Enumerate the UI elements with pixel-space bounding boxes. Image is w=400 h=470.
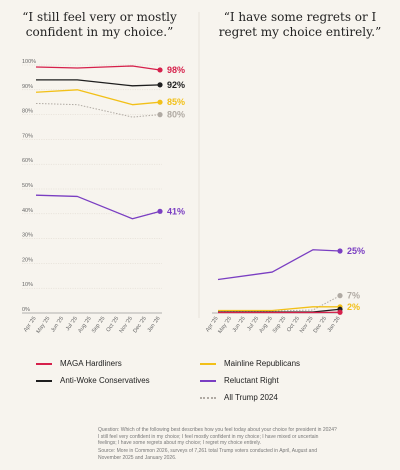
series-end-point-maga-hardliners: [157, 67, 163, 73]
x-tick-label: Dec '25: [132, 316, 148, 335]
end-label-reluctant-right: 25%: [347, 246, 365, 256]
y-tick-label: 100%: [22, 59, 36, 65]
end-label-anti-woke-conservatives: 92%: [167, 80, 185, 90]
footnote-source: Source: More in Common 2026, surveys of …: [98, 448, 318, 461]
left-panel-title: “I still feel very or mostly confident i…: [22, 10, 177, 39]
series-line-mainline-republicans: [35, 89, 161, 106]
legend-item-mainline-republicans: Mainline Republicans: [200, 359, 300, 368]
legend-label: Mainline Republicans: [224, 359, 301, 368]
x-tick-label: May '25: [36, 316, 52, 335]
x-tick-label: Dec '25: [313, 316, 329, 335]
x-tick-label: Sep '25: [272, 316, 288, 335]
y-tick-label: 60%: [22, 158, 33, 164]
y-tick-label: 10%: [22, 282, 33, 288]
series-end-point-reluctant-right: [337, 248, 343, 254]
series-line-maga-hardliners: [35, 65, 161, 71]
footnote-question: Question: Which of the following best de…: [98, 427, 337, 446]
legend-item-reluctant-right: Reluctant Right: [200, 376, 279, 385]
y-tick-label: 80%: [22, 109, 33, 115]
series-end-point-all-trump-2024: [157, 112, 163, 118]
legend-item-anti-woke-conservatives: Anti-Woke Conservatives: [36, 376, 150, 385]
y-tick-label: 50%: [22, 183, 33, 189]
end-label-maga-hardliners: 98%: [167, 65, 185, 75]
x-tick-label: Jun '25: [50, 316, 65, 334]
series-end-point-anti-woke-conservatives: [157, 82, 163, 88]
end-label-all-trump-2024: 80%: [167, 110, 185, 120]
end-label-reluctant-right: 41%: [167, 206, 185, 216]
right-panel-title: “I have some regrets or I regret my choi…: [218, 10, 382, 39]
legend-swatch: [200, 379, 216, 382]
end-label-mainline-republicans: 2%: [347, 302, 360, 312]
series-end-point-all-trump-2024: [337, 293, 343, 299]
series-line-all-trump-2024: [35, 102, 161, 118]
series-line-mainline-republicans: [218, 306, 340, 312]
series-end-point-reluctant-right: [157, 208, 163, 214]
legend-label: All Trump 2024: [224, 393, 278, 402]
series-line-reluctant-right: [35, 194, 161, 220]
y-tick-label: 90%: [22, 84, 33, 90]
x-tick-label: Jan '26: [327, 316, 342, 334]
legend-label: Reluctant Right: [224, 376, 279, 385]
x-tick-label: Jan '26: [147, 316, 162, 334]
legend-label: Anti-Woke Conservatives: [60, 376, 150, 385]
y-tick-label: 20%: [22, 257, 33, 263]
legend-label: MAGA Hardliners: [60, 359, 122, 368]
series-line-reluctant-right: [217, 249, 341, 281]
series-line-anti-woke-conservatives: [36, 79, 161, 87]
x-tick-label: Jun '25: [232, 316, 247, 334]
legend-swatch: [200, 396, 216, 399]
y-tick-label: 0%: [22, 307, 30, 313]
legend-item-all-trump-2024: All Trump 2024: [200, 393, 278, 402]
legend-swatch: [200, 362, 216, 365]
x-tick-label: Jul '25: [65, 316, 79, 332]
y-tick-label: 40%: [22, 208, 33, 214]
y-tick-label: 30%: [22, 233, 33, 239]
y-tick-label: 70%: [22, 133, 33, 139]
series-end-point-maga-hardliners: [337, 309, 343, 315]
legend-item-maga-hardliners: MAGA Hardliners: [36, 359, 122, 368]
x-tick-label: May '25: [217, 316, 233, 335]
end-label-all-trump-2024: 7%: [347, 291, 360, 301]
end-label-mainline-republicans: 85%: [167, 97, 185, 107]
series-end-point-mainline-republicans: [157, 99, 163, 105]
left-chart: 0%10%20%30%40%50%60%70%80%90%100%Apr '25…: [22, 59, 185, 335]
legend-swatch: [36, 362, 52, 365]
legend-swatch: [36, 379, 52, 382]
x-tick-label: Sep '25: [91, 316, 107, 335]
